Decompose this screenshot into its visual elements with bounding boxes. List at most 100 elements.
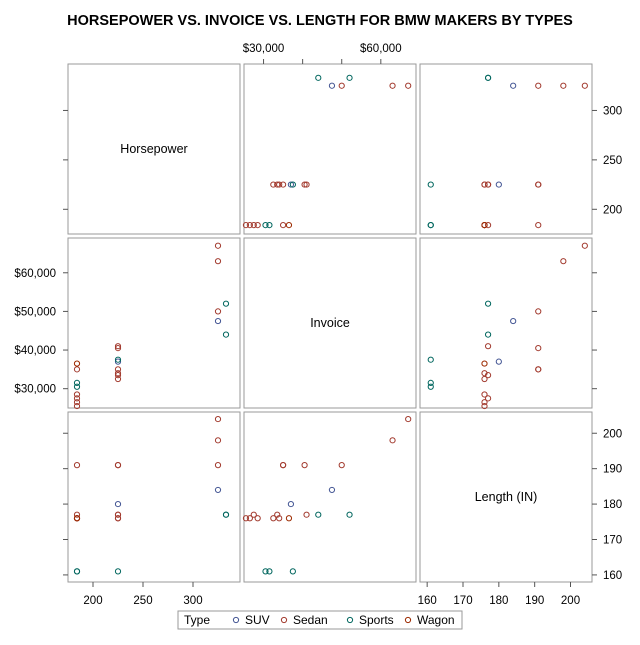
point-suv-0-length-horsepower — [114, 500, 122, 508]
legend-label-sedan: Sedan — [293, 613, 328, 627]
point-sedan-8-horsepower-invoice — [279, 222, 287, 229]
chart-title: HORSEPOWER VS. INVOICE VS. LENGTH FOR BM… — [67, 13, 573, 29]
point-sedan-11-horsepower-length — [535, 82, 542, 89]
point-sports-1-horsepower-invoice — [266, 222, 273, 229]
point-sedan-11-length-horsepower — [214, 462, 222, 469]
point-sedan-2-horsepower-invoice — [250, 222, 257, 229]
panel-horsepower-invoice — [243, 63, 417, 235]
point-sports-1-length-invoice — [266, 568, 273, 575]
y-tick-label-horsepower-0: 200 — [603, 204, 622, 216]
x-tick-label-length-2: 180 — [489, 595, 508, 607]
x-tick-label-horsepower-2: 300 — [183, 595, 202, 607]
point-sedan-3-invoice-horsepower — [73, 391, 81, 398]
point-sedan-11-invoice-length — [535, 308, 542, 315]
point-sedan-11-invoice-horsepower — [214, 308, 222, 315]
panel-horsepower-length — [419, 63, 593, 235]
point-sedan-3-invoice-length — [481, 391, 488, 398]
point-sedan-2-invoice-length — [484, 395, 492, 402]
legend-marker-sedan — [280, 616, 288, 624]
point-sports-1-horsepower-length — [427, 222, 434, 229]
point-sedan-0-invoice-horsepower — [73, 402, 81, 410]
point-sports-4-invoice-horsepower — [222, 300, 230, 307]
point-sedan-0-horsepower-invoice — [242, 222, 250, 229]
point-suv-0-invoice-horsepower — [114, 358, 122, 365]
point-sports-4-horsepower-invoice — [346, 74, 353, 81]
legend-label-suv: SUV — [245, 613, 270, 627]
point-sedan-1-length-invoice — [246, 515, 253, 522]
point-suv-1-horsepower-invoice — [328, 82, 336, 89]
panel-length-invoice — [243, 411, 417, 583]
x-tick-label-horsepower-0: 200 — [83, 595, 102, 607]
point-sports-0-invoice-length — [427, 383, 434, 390]
point-sports-2-invoice-length — [427, 356, 434, 363]
point-sedan-10-horsepower-invoice — [303, 181, 310, 188]
point-sedan-5-invoice-length — [484, 372, 492, 379]
point-sedan-10-horsepower-length — [484, 181, 492, 188]
point-sedan-13-invoice-horsepower — [214, 242, 222, 249]
variable-label-invoice: Invoice — [310, 316, 350, 330]
point-suv-0-invoice-length — [495, 358, 502, 365]
point-sports-0-length-invoice — [262, 568, 269, 575]
x-tick-label-length-1: 170 — [453, 595, 472, 607]
point-sedan-4-length-invoice — [270, 515, 277, 522]
point-sedan-0-length-invoice — [242, 515, 250, 522]
point-wagon-0-invoice-horsepower — [73, 360, 81, 367]
point-sedan-8-horsepower-length — [535, 222, 542, 229]
point-sedan-8-invoice-length — [535, 366, 542, 373]
x-tick-label-length-0: 160 — [418, 595, 437, 607]
point-sedan-9-length-invoice — [301, 462, 308, 469]
point-suv-1-invoice-horsepower — [214, 317, 222, 325]
point-sedan-13-invoice-length — [581, 242, 588, 249]
point-sedan-6-invoice-length — [481, 370, 488, 377]
legend-label-wagon: Wagon — [417, 613, 455, 627]
point-suv-1-invoice-length — [510, 317, 517, 325]
point-sedan-13-horsepower-invoice — [405, 82, 412, 89]
point-sedan-13-length-invoice — [405, 415, 412, 423]
point-sedan-10-length-invoice — [303, 511, 310, 518]
panel-length-length — [419, 411, 593, 583]
panel-invoice-length — [419, 237, 593, 409]
point-sedan-9-invoice-horsepower — [114, 345, 122, 352]
point-sedan-13-length-horsepower — [214, 415, 222, 423]
y-tick-label-invoice-0: $30,000 — [14, 384, 56, 396]
point-sedan-10-invoice-horsepower — [114, 343, 122, 350]
point-sedan-5-horsepower-invoice — [274, 181, 281, 188]
point-sedan-12-length-invoice — [389, 437, 396, 444]
point-sports-2-horsepower-length — [427, 181, 434, 188]
y-tick-label-invoice-2: $50,000 — [14, 306, 56, 318]
variable-label-horsepower: Horsepower — [120, 142, 187, 156]
point-sedan-5-length-invoice — [274, 511, 281, 518]
legend-box — [177, 610, 463, 630]
point-sedan-5-invoice-horsepower — [114, 372, 122, 379]
point-sedan-13-horsepower-length — [581, 82, 588, 89]
point-sedan-4-horsepower-invoice — [270, 181, 277, 188]
point-sedan-6-length-invoice — [276, 515, 283, 522]
point-wagon-0-horsepower-invoice — [285, 222, 293, 229]
point-sedan-12-invoice-length — [560, 258, 567, 265]
point-suv-0-horsepower-length — [495, 181, 502, 188]
x-tick-label-length-4: 200 — [561, 595, 580, 607]
point-sedan-9-length-horsepower — [114, 462, 122, 469]
point-sports-4-length-horsepower — [222, 511, 230, 518]
point-sports-2-horsepower-invoice — [289, 181, 296, 188]
point-sedan-1-invoice-length — [481, 399, 488, 406]
point-sedan-10-invoice-length — [484, 343, 492, 350]
panel-invoice-invoice — [243, 237, 417, 409]
point-sedan-11-horsepower-invoice — [338, 82, 345, 89]
x-tick-label-horsepower-1: 250 — [133, 595, 152, 607]
point-sedan-2-invoice-horsepower — [73, 395, 81, 402]
point-wagon-0-length-invoice — [285, 515, 293, 522]
point-sports-2-length-invoice — [289, 568, 296, 575]
point-sedan-2-length-horsepower — [73, 511, 81, 518]
point-sedan-12-length-horsepower — [214, 437, 222, 444]
legend-marker-wagon — [404, 616, 412, 624]
point-sedan-3-horsepower-invoice — [254, 222, 261, 229]
y-tick-label-length-0: 160 — [603, 570, 622, 582]
point-sedan-9-invoice-length — [535, 345, 542, 352]
point-sedan-9-horsepower-invoice — [301, 181, 308, 188]
point-sedan-6-invoice-horsepower — [114, 370, 122, 377]
point-sports-4-horsepower-length — [484, 74, 492, 81]
point-suv-0-horsepower-invoice — [287, 181, 295, 188]
